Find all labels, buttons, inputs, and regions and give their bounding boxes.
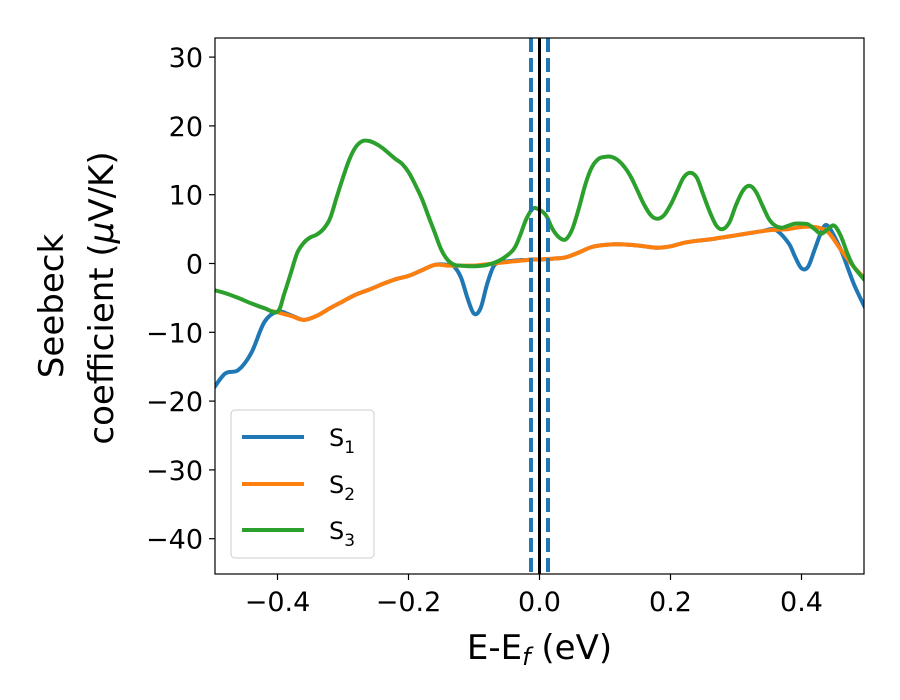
series-line-s3 (215, 138, 864, 315)
y-tick-label: 30 (169, 43, 203, 74)
y-axis-title-line2: coefficient (μV/K) (82, 151, 122, 444)
y-axis-mu-symbol: μ (82, 222, 122, 245)
x-tick-label: 0.0 (518, 587, 561, 618)
y-tick-label: −40 (146, 525, 203, 556)
y-tick-label: 0 (186, 250, 203, 281)
x-axis-title-unit: (eV) (531, 628, 613, 668)
x-axis-title: E-Ef (eV) (467, 628, 612, 671)
x-tick-label: −0.2 (376, 587, 442, 618)
y-tick-label: 10 (169, 181, 203, 212)
y-tick-label: −20 (146, 387, 203, 418)
y-tick-label: 20 (169, 112, 203, 143)
x-axis: −0.4 −0.2 0.0 0.2 0.4 (245, 574, 823, 618)
x-tick-label: 0.4 (780, 587, 823, 618)
y-tick-label: −10 (146, 318, 203, 349)
x-tick-label: 0.2 (649, 587, 692, 618)
legend-label-s2: S2 (329, 471, 355, 505)
x-tick-label: −0.4 (245, 587, 311, 618)
legend-label-s3: S3 (329, 517, 355, 551)
y-axis: 30 20 10 0 −10 −20 −30 −40 (146, 43, 215, 556)
reference-lines (528, 38, 551, 574)
y-axis-title-line1: Seebeck (32, 234, 72, 379)
legend-label-s1: S1 (329, 424, 355, 458)
y-tick-label: −30 (146, 456, 203, 487)
series-layer (215, 138, 864, 390)
legend: S1 S2 S3 (230, 409, 375, 559)
series-line-s2 (270, 224, 864, 322)
